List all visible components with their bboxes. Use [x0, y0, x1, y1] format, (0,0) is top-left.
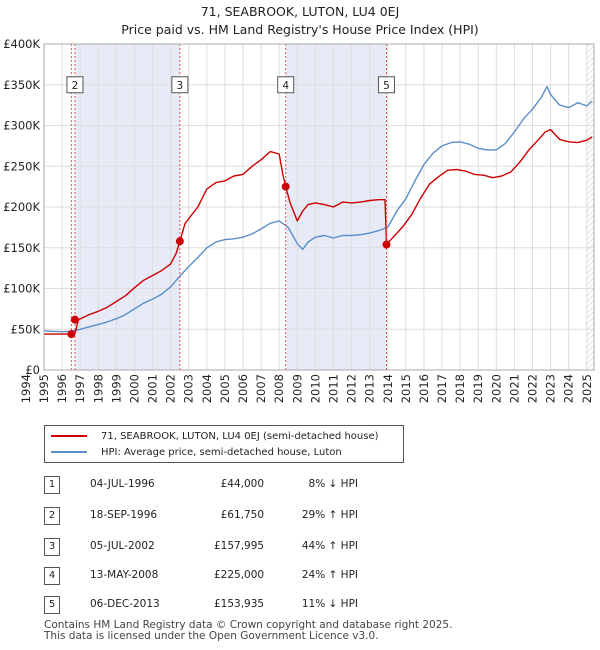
x-tick-label: 2024 — [562, 374, 576, 403]
transaction-number: 5 — [44, 596, 60, 614]
transaction-row: 5 06-DEC-2013 £153,935 11% ↓ HPI — [44, 596, 374, 614]
legend-item-property: 71, SEABROOK, LUTON, LU4 0EJ (semi-detac… — [51, 428, 379, 444]
x-tick-label: 2019 — [471, 374, 485, 403]
transaction-label: 4 — [282, 80, 289, 92]
transaction-date: 18-SEP-1996 — [90, 509, 158, 521]
legend-label-hpi: HPI: Average price, semi-detached house,… — [101, 446, 342, 458]
y-tick-label: £100K — [3, 282, 40, 296]
transaction-price: £153,935 — [214, 598, 265, 610]
x-tick-label: 1999 — [109, 374, 123, 403]
transaction-row: 1 04-JUL-1996 £44,000 8% ↓ HPI — [44, 476, 374, 494]
x-tick-label: 2008 — [272, 374, 286, 403]
x-tick-label: 2012 — [345, 374, 359, 403]
x-tick-label: 2006 — [236, 374, 250, 403]
x-tick-label: 2011 — [326, 374, 340, 403]
transaction-label: 2 — [72, 80, 79, 92]
x-tick-label: 2004 — [200, 374, 214, 403]
x-tick-label: 2007 — [254, 374, 268, 403]
x-tick-label: 2003 — [182, 374, 196, 403]
legend-swatch-hpi — [51, 451, 87, 453]
transaction-hpi: 29% ↑ HPI — [301, 509, 358, 521]
x-tick-label: 1996 — [55, 374, 69, 403]
x-tick-label: 1997 — [73, 374, 87, 403]
transaction-hpi: 24% ↑ HPI — [301, 569, 358, 581]
x-tick-label: 2018 — [453, 374, 467, 403]
y-tick-label: £400K — [3, 37, 40, 51]
x-tick-label: 2013 — [363, 374, 377, 403]
transaction-label-box — [277, 76, 295, 94]
transaction-row: 3 05-JUL-2002 £157,995 44% ↑ HPI — [44, 538, 374, 556]
copyright-notice: Contains HM Land Registry data © Crown c… — [44, 619, 453, 631]
transaction-date: 06-DEC-2013 — [90, 598, 160, 610]
transaction-date: 04-JUL-1996 — [90, 478, 155, 490]
transaction-label-box — [171, 76, 189, 94]
plot-border — [43, 43, 595, 371]
x-tick-label: 2005 — [218, 374, 232, 403]
transaction-hpi: 8% ↓ HPI — [308, 478, 358, 490]
licence-notice: This data is licensed under the Open Gov… — [44, 630, 379, 642]
x-tick-label: 2009 — [290, 374, 304, 403]
y-tick-label: £50K — [11, 322, 41, 336]
chart-title: 71, SEABROOK, LUTON, LU4 0EJ — [200, 4, 400, 19]
transaction-number: 1 — [44, 476, 60, 494]
transaction-point — [175, 237, 184, 246]
transaction-point — [382, 240, 391, 249]
transaction-price: £225,000 — [214, 569, 265, 581]
legend-label-property: 71, SEABROOK, LUTON, LU4 0EJ (semi-detac… — [101, 430, 379, 442]
transaction-number: 4 — [44, 567, 60, 585]
transaction-row: 4 13-MAY-2008 £225,000 24% ↑ HPI — [44, 567, 374, 585]
x-tick-label: 2021 — [507, 374, 521, 403]
transaction-point — [70, 315, 79, 324]
x-tick-label: 2022 — [525, 374, 539, 403]
transaction-label-box — [66, 76, 84, 94]
y-tick-label: £250K — [3, 159, 40, 173]
x-tick-label: 1995 — [37, 374, 51, 403]
x-tick-label: 2014 — [381, 374, 395, 403]
y-tick-label: £150K — [3, 241, 40, 255]
transaction-label: 5 — [383, 80, 390, 92]
x-tick-label: 2000 — [127, 374, 141, 403]
price-chart: 2 3 4 5 £0 £50K £100K £150K £200K £250K £300K £350… — [3, 37, 595, 403]
legend-item-hpi: HPI: Average price, semi-detached house,… — [51, 444, 342, 460]
y-tick-label: £350K — [3, 78, 40, 92]
x-tick-label: 2023 — [544, 374, 558, 403]
transaction-hpi: 11% ↓ HPI — [301, 598, 358, 610]
y-tick-label: £200K — [3, 200, 40, 214]
property-price-line — [44, 128, 593, 335]
transaction-date: 13-MAY-2008 — [90, 569, 159, 581]
x-tick-label: 2015 — [399, 374, 413, 403]
transaction-date: 05-JUL-2002 — [90, 540, 155, 552]
transaction-price: £157,995 — [214, 540, 265, 552]
x-tick-label: 2010 — [308, 374, 322, 403]
y-tick-label: £0 — [25, 363, 40, 377]
transaction-hpi: 44% ↑ HPI — [301, 540, 358, 552]
transaction-point — [67, 330, 76, 339]
transaction-label-box — [377, 76, 395, 94]
transaction-price: £44,000 — [220, 478, 264, 490]
legend-swatch-property — [51, 435, 87, 437]
x-tick-label: 1994 — [19, 374, 33, 403]
x-tick-label: 2025 — [580, 374, 594, 403]
y-tick-label: £300K — [3, 119, 40, 133]
x-tick-label: 2002 — [164, 374, 178, 403]
transaction-price: £61,750 — [220, 509, 264, 521]
x-tick-label: 2017 — [435, 374, 449, 403]
transaction-number: 2 — [44, 507, 60, 525]
hpi-line — [44, 85, 593, 333]
transaction-number: 3 — [44, 538, 60, 556]
x-tick-label: 1998 — [91, 374, 105, 403]
transaction-point — [281, 182, 290, 191]
x-tick-label: 2016 — [417, 374, 431, 403]
legend: 71, SEABROOK, LUTON, LU4 0EJ (semi-detac… — [44, 425, 404, 463]
transaction-row: 2 18-SEP-1996 £61,750 29% ↑ HPI — [44, 507, 374, 525]
x-tick-label: 2020 — [489, 374, 503, 403]
chart-subtitle: Price paid vs. HM Land Registry's House … — [121, 22, 479, 37]
transaction-label: 3 — [177, 80, 184, 92]
x-tick-label: 2001 — [146, 374, 160, 403]
